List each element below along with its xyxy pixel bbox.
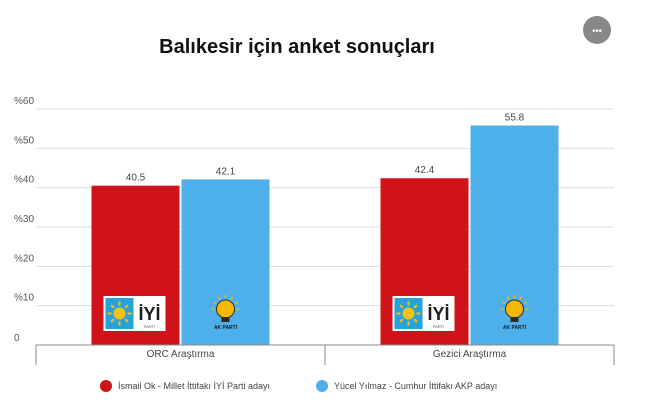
more-icon: ••• <box>592 26 601 36</box>
svg-text:AK PARTİ: AK PARTİ <box>503 324 527 331</box>
data-label: 42.1 <box>216 166 236 177</box>
data-label: 55.8 <box>505 113 525 124</box>
legend-item: Yücel Yılmaz - Cumhur İttifakı AKP adayı <box>316 380 497 392</box>
y-tick-label: %40 <box>14 175 34 186</box>
data-label: 40.5 <box>126 173 146 184</box>
y-tick-label: %10 <box>14 293 34 304</box>
x-tick-label: ORC Araştırma <box>147 349 215 360</box>
svg-text:PARTİ: PARTİ <box>144 324 155 329</box>
x-tick-label: Gezici Araştırma <box>433 349 507 360</box>
y-axis: 0 %10 %20 %30 %40 %50 %60 <box>14 96 34 344</box>
y-tick-label: %60 <box>14 96 34 107</box>
legend-label: Yücel Yılmaz - Cumhur İttifakı AKP adayı <box>334 381 497 391</box>
y-tick-label: %20 <box>14 253 34 264</box>
svg-text:İYİ: İYİ <box>427 304 449 324</box>
y-tick-label: %50 <box>14 135 34 146</box>
legend-item: İsmail Ok - Millet İttifakı İYİ Parti ad… <box>100 380 270 392</box>
ak-parti-logo: AK PARTİ <box>211 295 240 331</box>
legend: İsmail Ok - Millet İttifakı İYİ Parti ad… <box>100 380 497 392</box>
legend-swatch <box>100 380 112 392</box>
ak-parti-logo: AK PARTİ <box>500 295 529 331</box>
more-options-button[interactable]: ••• <box>583 16 611 44</box>
legend-swatch <box>316 380 328 392</box>
y-tick-label: %30 <box>14 214 34 225</box>
data-label: 42.4 <box>415 165 435 176</box>
chart-title: Balıkesir için anket sonuçları <box>159 36 435 58</box>
svg-text:İYİ: İYİ <box>138 304 160 324</box>
x-axis: ORC Araştırma Gezici Araştırma <box>35 344 615 365</box>
legend-label: İsmail Ok - Millet İttifakı İYİ Parti ad… <box>118 381 270 391</box>
y-tick-label: 0 <box>14 333 20 344</box>
svg-text:AK PARTİ: AK PARTİ <box>214 324 238 331</box>
svg-text:PARTİ: PARTİ <box>433 324 444 329</box>
